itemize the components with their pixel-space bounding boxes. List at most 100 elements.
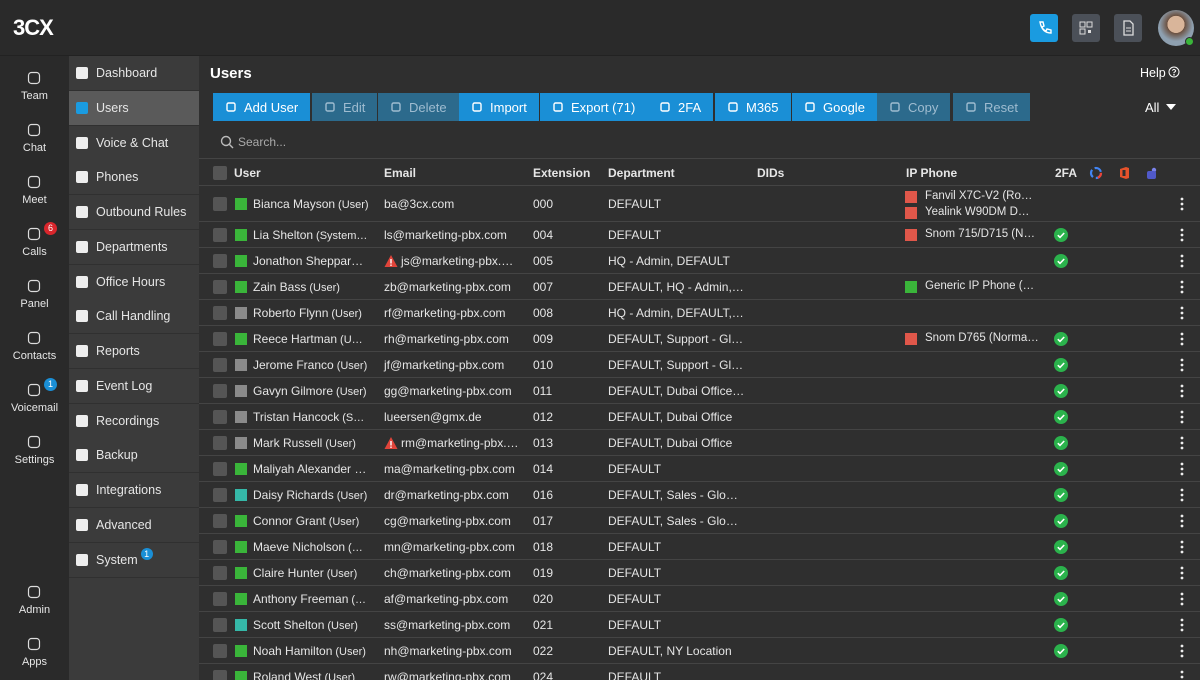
rail-item[interactable]: Panel — [0, 270, 69, 316]
row-menu[interactable] — [1178, 618, 1186, 632]
table-row[interactable]: Scott Shelton (User) ss@marketing-pbx.com 0… — [199, 612, 1200, 638]
row-menu[interactable] — [1178, 306, 1186, 320]
row-menu[interactable] — [1178, 514, 1186, 528]
table-row[interactable]: Roberto Flynn (User) rf@marketing-pbx.com 0… — [199, 300, 1200, 326]
row-checkbox[interactable] — [213, 566, 227, 580]
rail-item[interactable]: Chat — [0, 114, 69, 160]
filter-select[interactable]: All — [1145, 100, 1160, 115]
help-link[interactable]: Help — [1140, 66, 1166, 80]
row-checkbox[interactable] — [213, 332, 227, 346]
table-row[interactable]: Tristan Hancock (S… lueersen@gmx.de 012 DEFA… — [199, 404, 1200, 430]
table-row[interactable]: Lia Shelton (System… ls@marketing-pbx.com 0… — [199, 222, 1200, 248]
doc-button[interactable] — [1114, 14, 1142, 42]
column-header[interactable]: Department — [608, 166, 675, 180]
table-row[interactable]: Claire Hunter (User) ch@marketing-pbx.com 0… — [199, 560, 1200, 586]
menu-item[interactable]: Office Hours — [69, 264, 199, 300]
column-header[interactable]: Email — [384, 166, 417, 180]
row-checkbox[interactable] — [213, 670, 227, 680]
row-checkbox[interactable] — [213, 306, 227, 320]
column-header[interactable]: User — [234, 166, 261, 180]
toolbar-button[interactable]: Import — [459, 93, 539, 121]
table-row[interactable]: Jerome Franco (User) jf@marketing-pbx.com 0… — [199, 352, 1200, 378]
rail-item[interactable]: Meet — [0, 166, 69, 212]
row-menu[interactable] — [1178, 644, 1186, 658]
row-checkbox[interactable] — [213, 358, 227, 372]
row-menu[interactable] — [1178, 254, 1186, 268]
table-row[interactable]: Maeve Nicholson (… mn@marketing-pbx.com 018… — [199, 534, 1200, 560]
row-checkbox[interactable] — [213, 280, 227, 294]
menu-item[interactable]: Call Handling — [69, 299, 199, 335]
toolbar-button[interactable]: M365 — [715, 93, 791, 121]
toolbar-button[interactable]: Export (71) — [540, 93, 648, 121]
table-row[interactable]: Gavyn Gilmore (User) gg@marketing-pbx.com 0… — [199, 378, 1200, 404]
row-menu[interactable] — [1178, 197, 1186, 211]
rail-item[interactable]: Apps — [0, 628, 69, 674]
menu-item[interactable]: Phones — [69, 160, 199, 196]
table-row[interactable]: Mark Russell (User) rm@marketing-pbx.… 013 D… — [199, 430, 1200, 456]
row-checkbox[interactable] — [213, 488, 227, 502]
menu-item[interactable]: Departments — [69, 229, 199, 265]
table-row[interactable]: Connor Grant (User) cg@marketing-pbx.com 01… — [199, 508, 1200, 534]
row-checkbox[interactable] — [213, 462, 227, 476]
row-checkbox[interactable] — [213, 254, 227, 268]
row-menu[interactable] — [1178, 462, 1186, 476]
row-checkbox[interactable] — [213, 197, 227, 211]
table-row[interactable]: Zain Bass (User) zb@marketing-pbx.com 007 DE… — [199, 274, 1200, 300]
row-menu[interactable] — [1178, 332, 1186, 346]
menu-item[interactable]: Outbound Rules — [69, 195, 199, 230]
qr-button[interactable] — [1072, 14, 1100, 42]
column-header[interactable]: Extension — [533, 166, 591, 180]
menu-item[interactable]: System 1 — [69, 542, 199, 578]
menu-item[interactable]: Reports — [69, 334, 199, 369]
row-menu[interactable] — [1178, 540, 1186, 554]
table-row[interactable]: Maliyah Alexander … ma@marketing-pbx.com 0… — [199, 456, 1200, 482]
toolbar-button[interactable]: Google — [792, 93, 877, 121]
toolbar-button[interactable]: 2FA — [647, 93, 714, 121]
row-menu[interactable] — [1178, 488, 1186, 502]
select-all-checkbox[interactable] — [213, 166, 227, 180]
row-checkbox[interactable] — [213, 228, 227, 242]
row-menu[interactable] — [1178, 280, 1186, 294]
table-row[interactable]: Daisy Richards (User) dr@marketing-pbx.com… — [199, 482, 1200, 508]
rail-item[interactable]: Voicemail 1 — [0, 374, 69, 420]
column-header[interactable]: DIDs — [757, 166, 785, 180]
row-menu[interactable] — [1178, 670, 1186, 680]
phone-button[interactable] — [1030, 14, 1058, 42]
row-checkbox[interactable] — [213, 410, 227, 424]
table-row[interactable]: Roland West (User) rw@marketing-pbx.com 024… — [199, 664, 1200, 680]
rail-item[interactable]: Calls 6 — [0, 218, 69, 264]
row-checkbox[interactable] — [213, 644, 227, 658]
menu-item[interactable]: Voice & Chat — [69, 125, 199, 161]
rail-item[interactable]: Settings — [0, 426, 69, 472]
table-row[interactable]: Anthony Freeman (… af@marketing-pbx.com 020… — [199, 586, 1200, 612]
row-menu[interactable] — [1178, 566, 1186, 580]
row-checkbox[interactable] — [213, 384, 227, 398]
row-menu[interactable] — [1178, 358, 1186, 372]
row-checkbox[interactable] — [213, 540, 227, 554]
rail-item[interactable]: Admin — [0, 576, 69, 622]
row-menu[interactable] — [1178, 228, 1186, 242]
menu-item[interactable]: Integrations — [69, 473, 199, 508]
table-row[interactable]: Jonathon Sheppar… js@marketing-pbx.… 005 HQ… — [199, 248, 1200, 274]
rail-item[interactable]: Contacts — [0, 322, 69, 368]
row-checkbox[interactable] — [213, 618, 227, 632]
menu-item[interactable]: Recordings — [69, 403, 199, 439]
table-row[interactable]: Bianca Mayson (User) ba@3cx.com 000 DEFAULT F… — [199, 186, 1200, 222]
row-checkbox[interactable] — [213, 592, 227, 606]
menu-item[interactable]: Users — [69, 90, 199, 126]
row-checkbox[interactable] — [213, 436, 227, 450]
row-menu[interactable] — [1178, 410, 1186, 424]
row-menu[interactable] — [1178, 384, 1186, 398]
menu-item[interactable]: Dashboard — [69, 56, 199, 91]
menu-item[interactable]: Advanced — [69, 507, 199, 543]
toolbar-button[interactable]: Add User — [213, 93, 311, 121]
row-menu[interactable] — [1178, 592, 1186, 606]
search-bar[interactable]: Search... — [199, 125, 1200, 159]
table-row[interactable]: Reece Hartman (U… rh@marketing-pbx.com 009 D… — [199, 326, 1200, 352]
row-checkbox[interactable] — [213, 514, 227, 528]
menu-item[interactable]: Event Log — [69, 368, 199, 404]
menu-item[interactable]: Backup — [69, 438, 199, 474]
table-row[interactable]: Noah Hamilton (User) nh@marketing-pbx.com 0… — [199, 638, 1200, 664]
rail-item[interactable]: Team — [0, 62, 69, 108]
column-header[interactable]: 2FA — [1055, 166, 1078, 180]
